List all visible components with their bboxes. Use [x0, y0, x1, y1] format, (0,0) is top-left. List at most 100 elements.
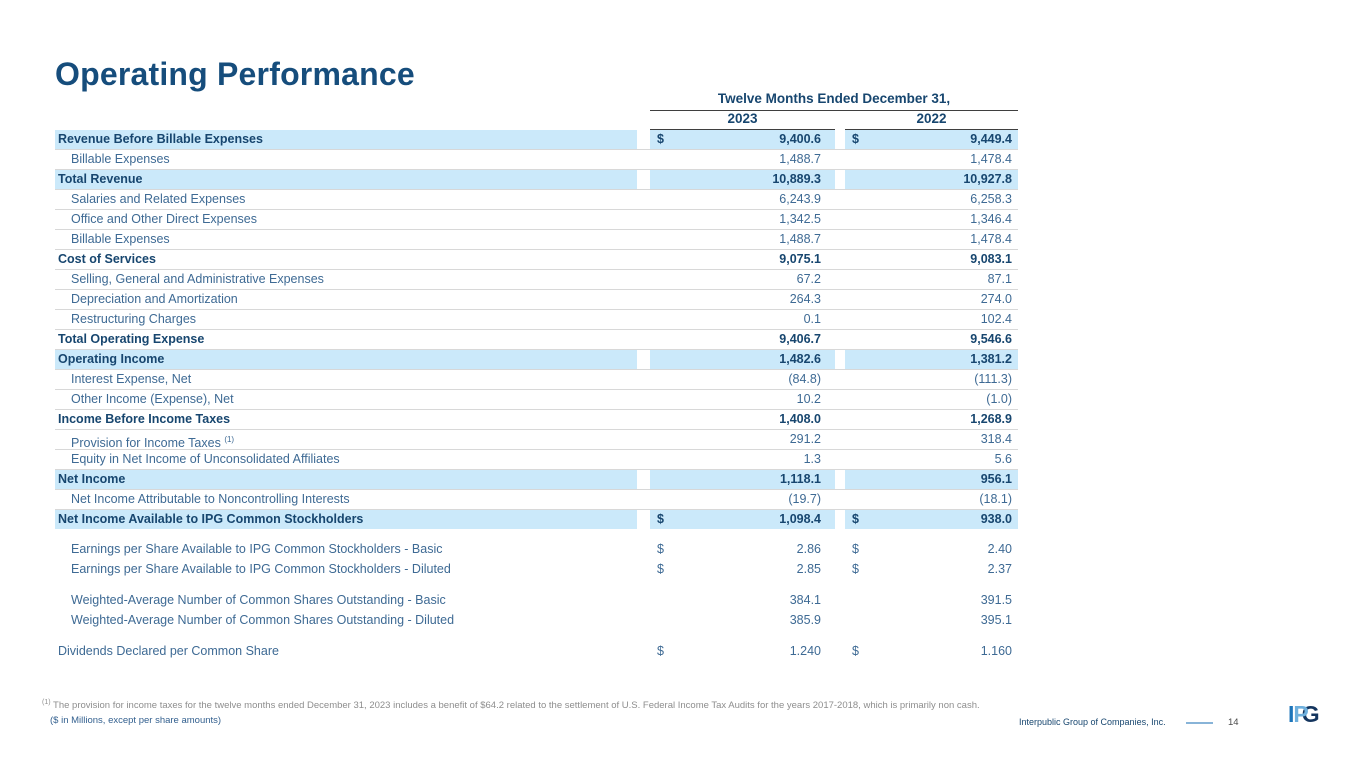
row-label: Other Income (Expense), Net	[71, 392, 234, 406]
cell-value: 6,258.3	[970, 192, 1012, 206]
cell-2022: 1,478.4	[845, 230, 1018, 249]
cell-2023: 291.2	[650, 430, 835, 449]
cell-2022: 102.4	[845, 310, 1018, 329]
cell-2023: 10,889.3	[650, 170, 835, 189]
logo-letter-p: P	[1293, 701, 1308, 727]
table-row: Billable Expenses 1,488.7 1,478.4	[55, 150, 1018, 170]
row-label: Total Operating Expense	[58, 332, 205, 346]
cell-2022: 9,546.6	[845, 330, 1018, 349]
table-row: Depreciation and Amortization 264.3 274.0	[55, 290, 1018, 310]
cell-2022: 1,478.4	[845, 150, 1018, 169]
cell-value: 395.1	[980, 613, 1012, 627]
table-row: Selling, General and Administrative Expe…	[55, 270, 1018, 290]
table-row: Salaries and Related Expenses 6,243.9 6,25…	[55, 190, 1018, 210]
cell-2023: 9,406.7	[650, 330, 835, 349]
cell-2023: $2.85	[650, 560, 835, 579]
cell-value: 1.240	[789, 644, 821, 658]
cell-value: 1,381.2	[970, 352, 1012, 366]
cell-2023: 9,075.1	[650, 250, 835, 269]
row-label: Operating Income	[55, 350, 637, 369]
cell-2023: 264.3	[650, 290, 835, 309]
table-row: Interest Expense, Net (84.8) (111.3)	[55, 370, 1018, 390]
cell-value: 9,449.4	[970, 132, 1012, 146]
cell-2023: 385.9	[650, 611, 835, 630]
row-label: Net Income Available to IPG Common Stock…	[55, 510, 637, 529]
cell-2023: 6,243.9	[650, 190, 835, 209]
cell-value: 956.1	[980, 472, 1012, 486]
cell-2022: (18.1)	[845, 490, 1018, 509]
cell-2023: $9,400.6	[650, 130, 835, 149]
row-label: Billable Expenses	[71, 152, 170, 166]
dividend-section: Dividends Declared per Common Share $1.24…	[55, 642, 1018, 662]
cell-2023: 1,488.7	[650, 150, 835, 169]
cell-2023: 1.3	[650, 450, 835, 469]
cell-value: 385.9	[789, 613, 821, 627]
cell-2022: 87.1	[845, 270, 1018, 289]
cell-2022: $938.0	[845, 510, 1018, 529]
row-label: Provision for Income Taxes (1)	[71, 435, 235, 451]
cell-2023: $1.240	[650, 642, 835, 661]
cell-value: 2.40	[987, 542, 1012, 556]
cell-2023: 67.2	[650, 270, 835, 289]
table-row: Billable Expenses 1,488.7 1,478.4	[55, 230, 1018, 250]
row-label: Depreciation and Amortization	[71, 292, 238, 306]
cell-2022: 395.1	[845, 611, 1018, 630]
cell-value: (19.7)	[788, 492, 821, 506]
column-header-2023: 2023	[650, 111, 835, 130]
table-row: Weighted-Average Number of Common Shares…	[55, 611, 1018, 631]
table-row: Equity in Net Income of Unconsolidated A…	[55, 450, 1018, 470]
cell-value: 102.4	[980, 312, 1012, 326]
cell-value: 1,478.4	[970, 152, 1012, 166]
cell-value: 1,488.7	[779, 152, 821, 166]
table-row: Dividends Declared per Common Share $1.24…	[55, 642, 1018, 662]
footnote-text: The provision for income taxes for the t…	[53, 700, 980, 712]
currency-symbol: $	[657, 512, 664, 526]
cell-value: (84.8)	[788, 372, 821, 386]
currency-symbol: $	[657, 644, 664, 658]
cell-2023: (84.8)	[650, 370, 835, 389]
cell-value: 9,083.1	[970, 252, 1012, 266]
currency-symbol: $	[852, 132, 859, 146]
cell-value: (111.3)	[974, 372, 1012, 386]
table-row: Total Revenue 10,889.3 10,927.8	[55, 170, 1018, 190]
cell-value: 264.3	[789, 292, 821, 306]
row-label: Revenue Before Billable Expenses	[55, 130, 637, 149]
table-row: Operating Income 1,482.6 1,381.2	[55, 350, 1018, 370]
cell-2023: 10.2	[650, 390, 835, 409]
cell-2022: 10,927.8	[845, 170, 1018, 189]
footnote-marker: (1)	[42, 699, 51, 706]
currency-symbol: $	[852, 512, 859, 526]
cell-value: 1.3	[803, 452, 821, 466]
cell-2022: 956.1	[845, 470, 1018, 489]
row-label: Office and Other Direct Expenses	[71, 212, 257, 226]
footer-company-name: Interpublic Group of Companies, Inc.	[1019, 717, 1166, 727]
cell-value: (1.0)	[986, 392, 1012, 406]
cell-value: 9,406.7	[779, 332, 821, 346]
table-row: Earnings per Share Available to IPG Comm…	[55, 540, 1018, 560]
row-label: Net Income	[55, 470, 637, 489]
footnote: (1) The provision for income taxes for t…	[42, 699, 1022, 711]
cell-2023: 1,408.0	[650, 410, 835, 429]
table-row: Net Income 1,118.1 956.1	[55, 470, 1018, 490]
cell-value: 6,243.9	[779, 192, 821, 206]
cell-value: 9,075.1	[779, 252, 821, 266]
cell-value: (18.1)	[979, 492, 1012, 506]
cell-2023: $2.86	[650, 540, 835, 559]
row-label: Earnings per Share Available to IPG Comm…	[71, 542, 443, 556]
row-label: Interest Expense, Net	[71, 372, 192, 386]
table-row: Earnings per Share Available to IPG Comm…	[55, 560, 1018, 580]
cell-value: 2.86	[796, 542, 821, 556]
cell-value: 87.1	[987, 272, 1012, 286]
table-row: Revenue Before Billable Expenses $9,400.6…	[55, 130, 1018, 150]
share-count-section: Weighted-Average Number of Common Shares…	[55, 591, 1018, 631]
cell-value: 9,546.6	[970, 332, 1012, 346]
cell-2023: 384.1	[650, 591, 835, 610]
cell-2023: 1,342.5	[650, 210, 835, 229]
row-label: Dividends Declared per Common Share	[58, 644, 279, 658]
cell-2022: $9,449.4	[845, 130, 1018, 149]
currency-symbol: $	[852, 562, 859, 576]
cell-2023: 1,488.7	[650, 230, 835, 249]
cell-value: 2.37	[987, 562, 1012, 576]
cell-value: 1,098.4	[779, 512, 821, 526]
